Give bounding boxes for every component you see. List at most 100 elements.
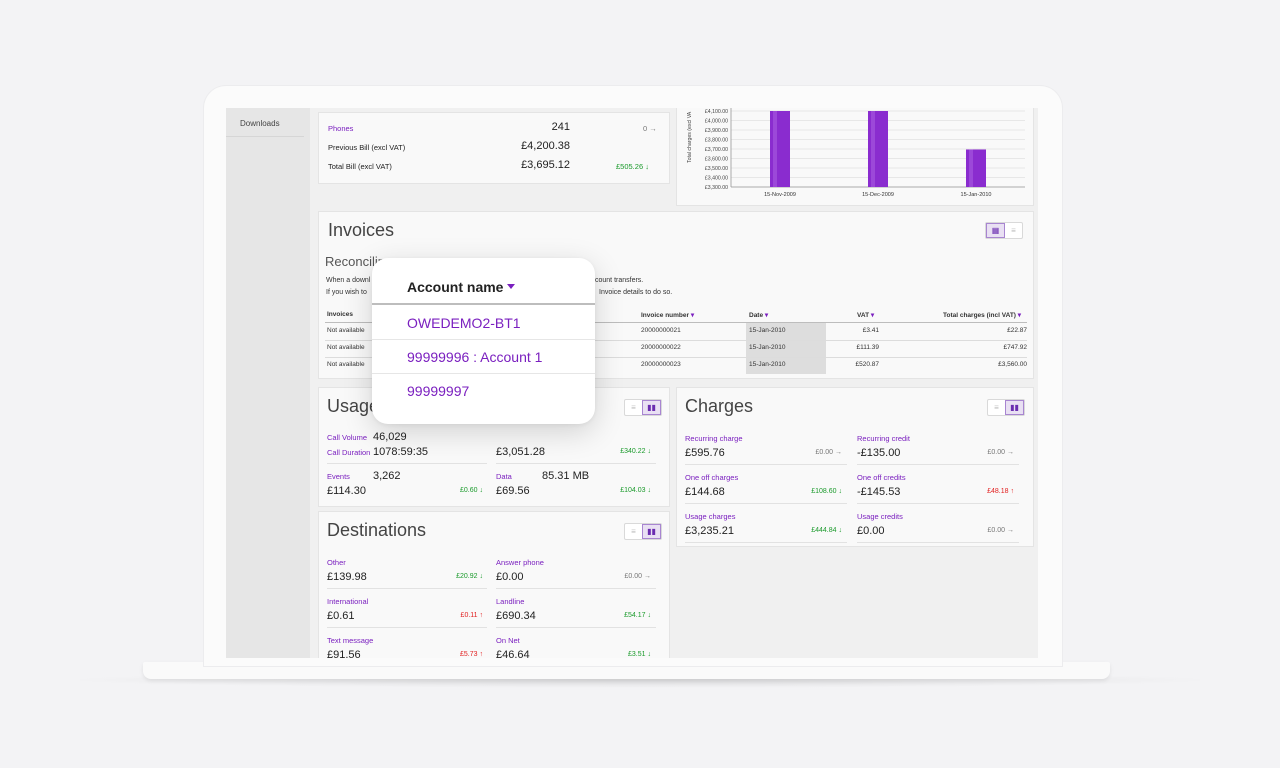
events-label: Events [327,472,350,481]
divider [685,542,847,543]
charge-delta: £444.84 ↓ [811,527,842,534]
arrow-up-icon: ↑ [479,612,484,619]
destination-delta: £54.17 ↓ [624,612,652,619]
charge-delta: £108.60 ↓ [811,488,843,495]
charges-title: Charges [685,396,754,416]
destination-value: £91.56 [327,649,361,658]
app-screen: Downloads Phones 241 0 → Previous Bill (… [226,108,1038,658]
y-axis-label: Total charges (excl VA [687,111,693,163]
cell-date: 15-Jan-2010 [749,361,786,368]
charge-label: Usage charges [685,512,736,521]
summary-delta-phones: 0 → [643,124,657,133]
y-tick-label: £3,700.00 [705,147,728,153]
arrow-down-icon: ↓ [647,448,652,455]
list-view-icon[interactable]: ≡ [1011,226,1016,235]
sort-caret-icon[interactable] [507,284,515,289]
list-view-icon[interactable]: ≡ [631,527,636,536]
summary-label-previous-bill: Previous Bill (excl VAT) [328,143,406,152]
destinations-panel: Destinations ≡ ▮▮ Other £139.98 £20.92 ↓ An… [318,511,670,658]
cell-invoice: Not available [327,361,365,368]
arrow-down-icon: ↓ [645,162,649,171]
call-duration-value: 1078:59:35 [373,446,429,458]
col-header-vat[interactable]: VAT ▾ [857,312,875,319]
divider [857,464,1019,465]
charges-view-toggle: ≡ ▮▮ [987,399,1025,416]
summary-delta-total-bill: £505.26 ↓ [616,162,649,171]
sort-caret-icon: ▾ [870,312,875,319]
summary-panel: Phones 241 0 → Previous Bill (excl VAT) … [318,112,670,184]
destination-label: On Net [496,636,520,645]
col-header-invoices[interactable]: Invoices [327,311,354,318]
y-tick-label: £3,400.00 [705,176,728,182]
arrow-right-icon: → [1007,449,1014,456]
calls-delta: £340.22 ↓ [620,448,652,455]
invoices-note-2-right: Invoice details to do so. [599,289,673,296]
account-option-label: 99999996 : Account 1 [407,349,543,365]
calls-cost-value: £3,051.28 [496,446,545,458]
arrow-up-icon: ↑ [1010,488,1015,495]
charge-delta: £0.00 → [987,527,1014,534]
invoices-note-1-left: When a downl [326,277,371,284]
arrow-down-icon: ↓ [838,488,843,495]
account-option[interactable]: OWEDEMO2-BT1 [372,306,595,340]
charges-panel: Charges ≡ ▮▮ Recurring charge £595.76 £0.0… [676,387,1034,547]
account-name-dropdown: Account name OWEDEMO2-BT1 99999996 : Acc… [372,258,595,424]
bar-chart-view-icon[interactable]: ▮▮ [642,400,661,415]
invoices-note-2-left: If you wish to [326,289,367,296]
cell-invoice: Not available [327,327,365,334]
call-duration-label: Call Duration [327,448,371,457]
y-tick-label: £3,500.00 [705,166,728,172]
y-tick-label: £3,900.00 [705,128,728,134]
cell-date: 15-Jan-2010 [749,327,786,334]
row-divider [325,340,1027,341]
grid-view-icon[interactable]: ▦ [986,223,1005,238]
summary-label-total-bill: Total Bill (excl VAT) [328,162,392,171]
col-header-invoice-number[interactable]: Invoice number ▾ [641,312,695,319]
cell-total: £22.87 [1007,327,1027,334]
table-header-divider [325,322,1027,323]
charge-delta: £48.18 ↑ [987,488,1015,495]
cell-total: £3,560.00 [998,361,1027,368]
cell-invoice-number: 20000000023 [641,361,681,368]
chart-bar-highlight [969,149,973,187]
laptop-base [143,662,1110,679]
arrow-down-icon: ↓ [479,487,484,494]
summary-label-phones[interactable]: Phones [328,124,354,133]
account-name-header[interactable]: Account name [372,258,595,305]
bill-chart-panel: £4,100.00 £4,000.00 £3,900.00 £3,800.00 £3,7… [676,108,1034,206]
divider [327,627,487,628]
bar-chart-view-icon[interactable]: ▮▮ [1005,400,1024,415]
charge-value: -£145.53 [857,486,901,498]
invoices-note-1-right: count transfers. [595,277,644,284]
account-option[interactable]: 99999996 : Account 1 [372,340,595,374]
list-view-icon[interactable]: ≡ [631,403,636,412]
invoices-title: Invoices [328,220,395,240]
destination-delta: £20.92 ↓ [456,573,483,580]
bill-chart: £4,100.00 £4,000.00 £3,900.00 £3,800.00 £3,7… [687,108,1025,198]
chart-bar-highlight [871,111,875,187]
destination-delta: £3.51 ↓ [628,651,651,658]
events-delta: £0.60 ↓ [460,487,484,494]
arrow-up-icon: ↑ [479,651,484,658]
sort-caret-icon: ▾ [764,312,769,319]
arrow-down-icon: ↓ [647,612,652,619]
destination-value: £0.61 [327,610,355,622]
destination-value: £46.64 [496,649,530,658]
divider [685,464,847,465]
bar-chart-view-icon[interactable]: ▮▮ [642,524,661,539]
divider [327,588,487,589]
data-label: Data [496,472,512,481]
charge-value: -£135.00 [857,447,901,459]
account-option[interactable]: 99999997 [372,374,595,408]
col-header-date[interactable]: Date ▾ [749,312,769,319]
charge-value: £144.68 [685,486,725,498]
arrow-right-icon: → [649,124,657,133]
y-tick-label: £3,800.00 [705,138,728,144]
charge-value: £595.76 [685,447,725,459]
list-view-icon[interactable]: ≡ [994,403,999,412]
destination-delta: £0.11 ↑ [460,612,484,619]
destinations-view-toggle: ≡ ▮▮ [624,523,662,540]
sort-caret-icon: ▾ [690,312,695,319]
col-header-total[interactable]: Total charges (incl VAT) ▾ [943,312,1022,319]
sidebar-item-downloads[interactable]: Downloads [226,108,304,137]
